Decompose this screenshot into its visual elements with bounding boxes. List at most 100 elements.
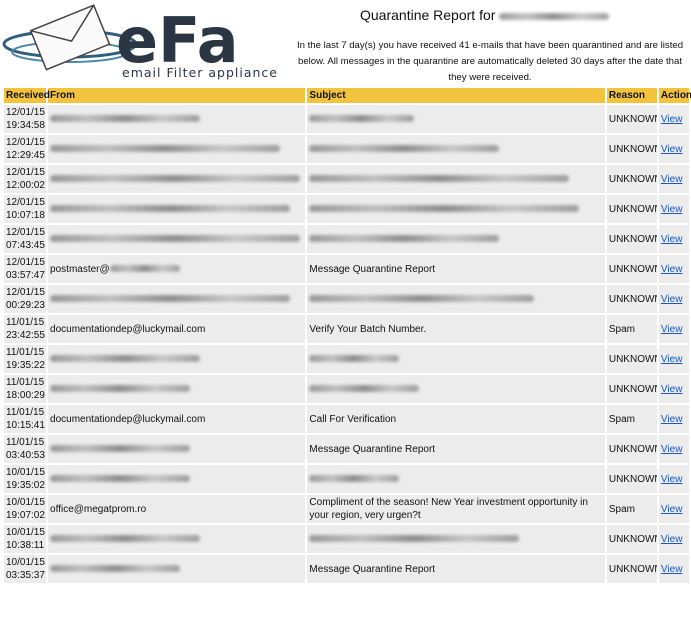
message-row: 12/01/15 10:07:18 UNKNOWN View — [4, 195, 689, 223]
reason-cell: UNKNOWN — [606, 375, 657, 403]
logo: eFa email Filter appliance — [2, 4, 277, 80]
view-link[interactable]: View — [660, 533, 683, 545]
reason-cell: UNKNOWN — [606, 345, 657, 373]
header: eFa email Filter appliance Quarantine Re… — [0, 0, 691, 86]
received-cell: 12/01/15 12:29:45 — [4, 135, 47, 163]
reason-cell: UNKNOWN — [606, 555, 657, 583]
received-date: 11/01/15 — [6, 317, 45, 328]
received-date: 12/01/15 — [6, 197, 45, 208]
received-date: 12/01/15 — [6, 167, 45, 178]
subject-text: Message Quarantine Report — [309, 443, 436, 455]
redacted — [50, 565, 181, 573]
received-cell: 10/01/15 10:38:11 — [4, 525, 47, 553]
reason-cell: UNKNOWN — [606, 525, 657, 553]
view-link[interactable]: View — [660, 113, 683, 125]
action-cell: View — [658, 435, 689, 463]
message-row: 11/01/15 03:40:53 Message Quarantine Repor… — [4, 435, 689, 463]
subject-text: Message Quarantine Report — [309, 563, 436, 575]
view-link[interactable]: View — [660, 203, 683, 215]
from-cell — [48, 105, 306, 133]
subject-cell: Call For Verification — [307, 405, 605, 433]
received-time: 03:35:37 — [6, 570, 45, 581]
subject-cell: Message Quarantine Report — [307, 435, 605, 463]
message-row: 11/01/15 23:42:55 documentationdep@luckyma… — [4, 315, 689, 343]
from-address: office@megatprom.ro — [50, 503, 147, 515]
redacted — [50, 205, 291, 213]
from-cell — [48, 375, 306, 403]
action-cell: View — [658, 495, 689, 523]
view-link[interactable]: View — [660, 173, 683, 185]
received-cell: 12/01/15 00:29:23 — [4, 285, 47, 313]
view-link[interactable]: View — [660, 383, 683, 395]
subject-text: Verify Your Batch Number. — [309, 323, 427, 335]
from-address: documentationdep@luckymail.com — [50, 413, 206, 425]
redacted — [50, 115, 201, 123]
reason-cell: Spam — [606, 315, 657, 343]
quarantine-table: Received From Subject Reason Action 12/01/15… — [2, 86, 691, 585]
view-link[interactable]: View — [660, 413, 683, 425]
message-row: 10/01/15 03:35:37 Message Quarantine Repor… — [4, 555, 689, 583]
message-row: 12/01/15 03:57:47 postmaster@ Message Quara… — [4, 255, 689, 283]
message-row: 11/01/15 10:15:41 documentationdep@luckyma… — [4, 405, 689, 433]
view-link[interactable]: View — [660, 503, 683, 515]
view-link[interactable]: View — [660, 143, 683, 155]
reason-cell: UNKNOWN — [606, 165, 657, 193]
from-cell — [48, 525, 306, 553]
received-date: 12/01/15 — [6, 137, 45, 148]
redacted — [499, 12, 610, 20]
received-cell: 10/01/15 19:35:02 — [4, 465, 47, 493]
redacted — [50, 535, 201, 543]
received-date: 12/01/15 — [6, 227, 45, 238]
action-cell: View — [658, 465, 689, 493]
received-cell: 11/01/15 23:42:55 — [4, 315, 47, 343]
received-time: 03:40:53 — [6, 450, 45, 461]
received-date: 11/01/15 — [6, 407, 45, 418]
from-cell — [48, 345, 306, 373]
subject-cell — [307, 105, 605, 133]
column-header: From — [48, 88, 306, 103]
view-link[interactable]: View — [660, 443, 683, 455]
logo-envelope — [29, 4, 111, 71]
view-link[interactable]: View — [660, 233, 683, 245]
received-time: 12:29:45 — [6, 150, 45, 161]
view-link[interactable]: View — [660, 293, 683, 305]
message-row: 10/01/15 19:07:02 office@megatprom.ro Compl… — [4, 495, 689, 523]
received-time: 19:35:02 — [6, 480, 45, 491]
received-date: 10/01/15 — [6, 467, 45, 478]
received-cell: 11/01/15 10:15:41 — [4, 405, 47, 433]
received-cell: 12/01/15 03:57:47 — [4, 255, 47, 283]
from-cell — [48, 225, 306, 253]
view-link[interactable]: View — [660, 563, 683, 575]
report-title-row: Quarantine Report for — [300, 7, 690, 23]
intro-text: In the last 7 day(s) you have received 4… — [296, 40, 684, 83]
received-cell: 10/01/15 19:07:02 — [4, 495, 47, 523]
action-cell: View — [658, 285, 689, 313]
received-cell: 12/01/15 19:34:58 — [4, 105, 47, 133]
subject-cell — [307, 195, 605, 223]
logo-text: eFa — [116, 4, 239, 77]
redacted — [309, 145, 500, 153]
from-cell — [48, 135, 306, 163]
received-cell: 11/01/15 18:00:29 — [4, 375, 47, 403]
view-link[interactable]: View — [660, 473, 683, 485]
view-link[interactable]: View — [660, 353, 683, 365]
from-cell — [48, 555, 306, 583]
redacted — [309, 295, 535, 303]
message-row: 12/01/15 19:34:58 UNKNOWN View — [4, 105, 689, 133]
received-time: 19:35:22 — [6, 360, 45, 371]
view-link[interactable]: View — [660, 323, 683, 335]
reason-cell: UNKNOWN — [606, 135, 657, 163]
action-cell: View — [658, 225, 689, 253]
received-cell: 11/01/15 03:40:53 — [4, 435, 47, 463]
received-time: 00:29:23 — [6, 300, 45, 311]
action-cell: View — [658, 165, 689, 193]
subject-cell — [307, 135, 605, 163]
action-cell: View — [658, 375, 689, 403]
message-row: 11/01/15 19:35:22 UNKNOWN View — [4, 345, 689, 373]
received-time: 07:43:45 — [6, 240, 45, 251]
action-cell: View — [658, 255, 689, 283]
view-link[interactable]: View — [660, 263, 683, 275]
message-row: 12/01/15 07:43:45 UNKNOWN View — [4, 225, 689, 253]
subject-cell — [307, 165, 605, 193]
